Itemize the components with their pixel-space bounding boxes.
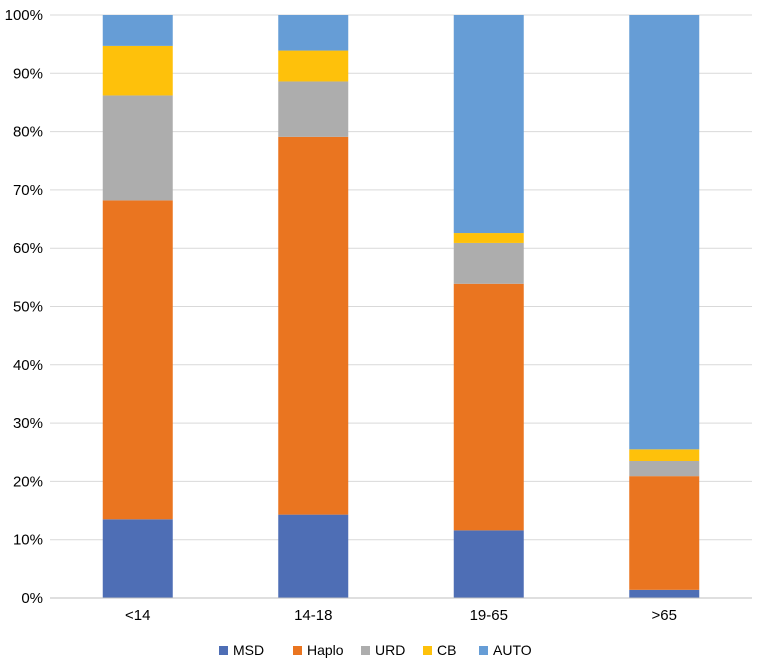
y-tick-label: 60% (13, 240, 43, 257)
legend-label-haplo: Haplo (307, 642, 344, 658)
x-tick-label: >65 (652, 607, 677, 624)
legend-swatch-auto (479, 646, 488, 655)
legend-label-msd: MSD (233, 642, 264, 658)
bars (102, 15, 700, 598)
bar-segment-cb (453, 233, 524, 243)
bar-segment-msd (453, 530, 524, 598)
legend-label-auto: AUTO (493, 642, 532, 658)
bar-segment-auto (453, 15, 524, 234)
y-tick-label: 50% (13, 299, 43, 316)
y-tick-label: 90% (13, 65, 43, 82)
bar-segment-haplo (629, 476, 700, 590)
x-tick-label: 19-65 (470, 607, 508, 624)
bar-segment-haplo (453, 283, 524, 531)
y-axis-ticks: 0% 10% 20% 30% 40% 50% 60% 70% 80% 90% 100% (5, 7, 43, 607)
bar-segment-msd (629, 589, 700, 598)
legend: MSD Haplo URD CB AUTO (219, 642, 532, 658)
bar-segment-urd (102, 95, 173, 201)
bar-segment-urd (453, 242, 524, 284)
legend-swatch-msd (219, 646, 228, 655)
y-tick-label: 0% (21, 590, 43, 607)
bar-segment-haplo (102, 200, 173, 520)
bar-segment-auto (102, 15, 173, 46)
y-tick-label: 100% (5, 7, 43, 24)
y-tick-label: 40% (13, 357, 43, 374)
legend-swatch-cb (423, 646, 432, 655)
y-tick-label: 10% (13, 532, 43, 549)
bar-segment-haplo (278, 136, 349, 515)
legend-label-urd: URD (375, 642, 405, 658)
bar-segment-auto (278, 15, 349, 51)
y-tick-label: 20% (13, 473, 43, 490)
x-tick-label: 14-18 (294, 607, 332, 624)
bar-segment-msd (102, 519, 173, 598)
bar-segment-msd (278, 514, 349, 598)
legend-swatch-haplo (293, 646, 302, 655)
x-tick-label: <14 (125, 607, 150, 624)
legend-swatch-urd (361, 646, 370, 655)
y-tick-label: 30% (13, 415, 43, 432)
bar-segment-urd (278, 81, 349, 137)
y-tick-label: 80% (13, 124, 43, 141)
bar-segment-urd (629, 460, 700, 477)
x-axis-ticks: <14 14-18 19-65 >65 (125, 607, 677, 624)
bar-segment-auto (629, 15, 700, 450)
bar-segment-cb (629, 449, 700, 461)
bar-segment-cb (278, 50, 349, 82)
bar-segment-cb (102, 45, 173, 96)
y-tick-label: 70% (13, 182, 43, 199)
legend-label-cb: CB (437, 642, 456, 658)
